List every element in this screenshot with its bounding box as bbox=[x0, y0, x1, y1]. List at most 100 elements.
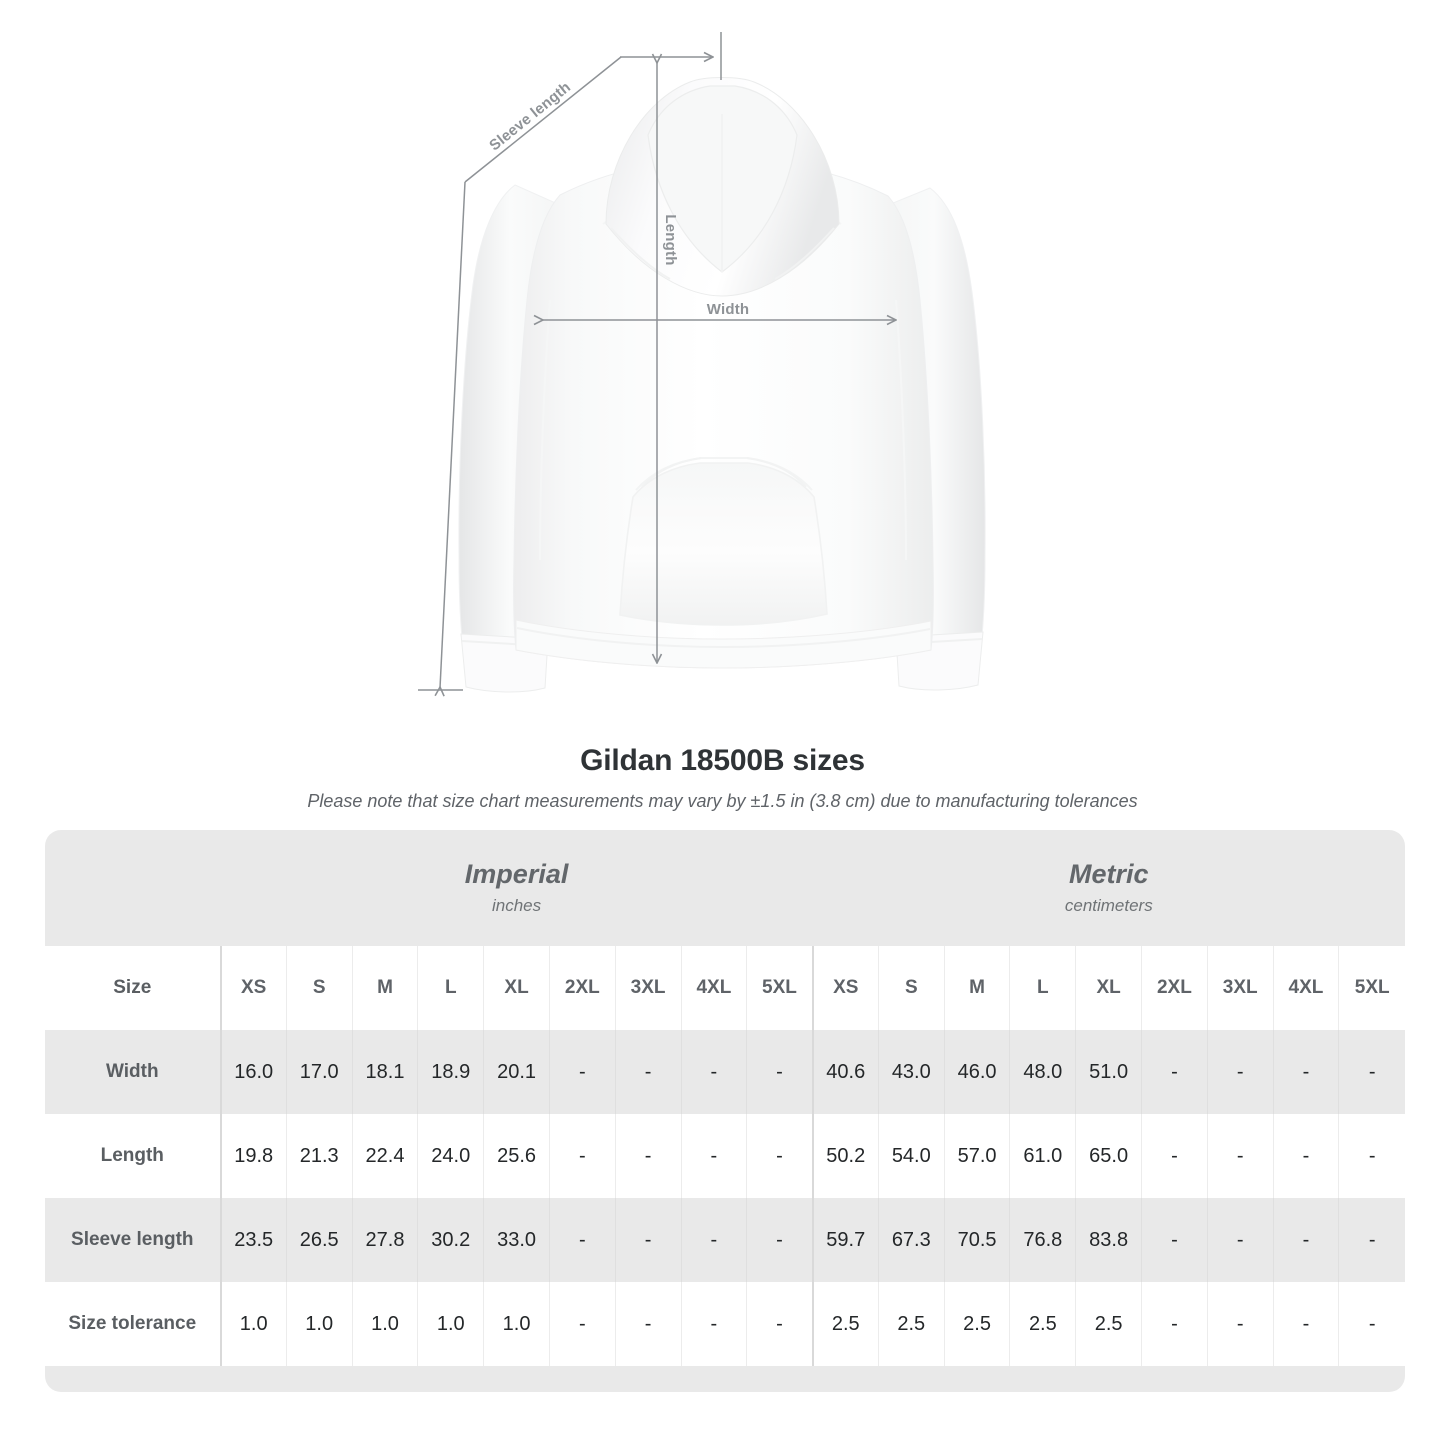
footer-band-right bbox=[220, 1366, 1405, 1392]
hoodie-graphic bbox=[458, 77, 986, 693]
unit-subtitle: centimeters bbox=[1064, 896, 1153, 915]
garment-illustration: Sleeve length Length Width bbox=[418, 32, 986, 730]
cell-sleeve-length-imperial-xl: 33.0 bbox=[483, 1198, 550, 1282]
cell-sleeve-length-imperial-l: 30.2 bbox=[417, 1198, 484, 1282]
size-header-metric-m: M bbox=[943, 946, 1010, 1030]
cell-width-imperial-xl: 20.1 bbox=[483, 1030, 550, 1114]
cell-width-metric-xl: 51.0 bbox=[1075, 1030, 1142, 1114]
table-row: Sleeve length 23.5 26.5 27.8 30.2 33.0- - - -59.… bbox=[45, 1198, 1405, 1282]
cell-sleeve-length-imperial-m: 27.8 bbox=[351, 1198, 418, 1282]
size-header-imperial-xs: XS bbox=[219, 946, 287, 1030]
size-header-metric-l: L bbox=[1009, 946, 1076, 1030]
cell-length-imperial-4xl: - bbox=[680, 1114, 747, 1198]
size-header-metric-2xl: 2XL bbox=[1141, 946, 1208, 1030]
size-header-metric-4xl: 4XL bbox=[1272, 946, 1339, 1030]
cell-sleeve-length-metric-l: 76.8 bbox=[1009, 1198, 1076, 1282]
cell-width-metric-m: 46.0 bbox=[943, 1030, 1010, 1114]
cell-sleeve-length-metric-5xl: - bbox=[1338, 1198, 1405, 1282]
cell-width-imperial-xs: 16.0 bbox=[219, 1030, 287, 1114]
cell-length-metric-2xl: - bbox=[1141, 1114, 1208, 1198]
cell-length-imperial-s: 21.3 bbox=[285, 1114, 353, 1198]
row-label-size-tolerance: Size tolerance bbox=[45, 1282, 221, 1366]
cell-width-metric-3xl: - bbox=[1206, 1030, 1274, 1114]
size-header-imperial-4xl: 4XL bbox=[680, 946, 747, 1030]
size-header-row: Size XS S M L XL 2XL 3XL 4XL 5XL XS S M L XL 2XL 3XL 4XL 5… bbox=[45, 946, 1405, 1030]
cell-size-tolerance-metric-m: 2.5 bbox=[943, 1282, 1010, 1366]
cell-size-tolerance-imperial-4xl: - bbox=[680, 1282, 747, 1366]
size-chart-table: Imperial inches Metric centimeters Size XS S M L… bbox=[45, 830, 1405, 1392]
unit-name: Metric bbox=[1069, 859, 1149, 889]
size-label-header: Size bbox=[45, 946, 221, 1030]
unit-band-imperial: Imperial inches bbox=[220, 830, 813, 946]
cell-sleeve-length-imperial-s: 26.5 bbox=[285, 1198, 353, 1282]
cell-size-tolerance-imperial-m: 1.0 bbox=[351, 1282, 418, 1366]
cell-sleeve-length-metric-xs: 59.7 bbox=[811, 1198, 879, 1282]
cell-sleeve-length-metric-m: 70.5 bbox=[943, 1198, 1010, 1282]
cell-width-imperial-s: 17.0 bbox=[285, 1030, 353, 1114]
cell-length-imperial-2xl: - bbox=[548, 1114, 616, 1198]
cell-length-imperial-l: 24.0 bbox=[417, 1114, 484, 1198]
cell-size-tolerance-imperial-xl: 1.0 bbox=[483, 1282, 550, 1366]
cell-size-tolerance-metric-3xl: - bbox=[1206, 1282, 1274, 1366]
chart-title-block: Gildan 18500B sizes Please note that siz… bbox=[0, 742, 1445, 814]
cell-width-imperial-l: 18.9 bbox=[417, 1030, 484, 1114]
cell-size-tolerance-metric-xs: 2.5 bbox=[811, 1282, 879, 1366]
cell-length-metric-5xl: - bbox=[1338, 1114, 1405, 1198]
length-label: Length bbox=[662, 214, 679, 265]
sleeve-length-label: Sleeve length bbox=[486, 79, 574, 155]
cell-width-imperial-m: 18.1 bbox=[351, 1030, 418, 1114]
size-header-imperial-2xl: 2XL bbox=[548, 946, 616, 1030]
cell-sleeve-length-metric-xl: 83.8 bbox=[1075, 1198, 1142, 1282]
cell-length-metric-4xl: - bbox=[1272, 1114, 1339, 1198]
cell-sleeve-length-metric-s: 67.3 bbox=[877, 1198, 945, 1282]
size-header-imperial-m: M bbox=[351, 946, 418, 1030]
size-header-imperial-3xl: 3XL bbox=[614, 946, 681, 1030]
cell-sleeve-length-metric-2xl: - bbox=[1141, 1198, 1208, 1282]
size-header-imperial-xl: XL bbox=[483, 946, 550, 1030]
cell-length-imperial-xs: 19.8 bbox=[219, 1114, 287, 1198]
cell-size-tolerance-imperial-5xl: - bbox=[746, 1282, 813, 1366]
cell-width-metric-4xl: - bbox=[1272, 1030, 1339, 1114]
size-header-imperial-l: L bbox=[417, 946, 484, 1030]
cell-sleeve-length-imperial-3xl: - bbox=[614, 1198, 681, 1282]
size-header-metric-3xl: 3XL bbox=[1206, 946, 1274, 1030]
cell-size-tolerance-imperial-xs: 1.0 bbox=[219, 1282, 287, 1366]
cell-size-tolerance-imperial-s: 1.0 bbox=[285, 1282, 353, 1366]
page-title: Gildan 18500B sizes bbox=[580, 744, 865, 777]
cell-size-tolerance-metric-l: 2.5 bbox=[1009, 1282, 1076, 1366]
cell-sleeve-length-imperial-xs: 23.5 bbox=[219, 1198, 287, 1282]
cell-length-metric-xl: 65.0 bbox=[1075, 1114, 1142, 1198]
row-label-width: Width bbox=[45, 1030, 221, 1114]
cell-size-tolerance-imperial-3xl: - bbox=[614, 1282, 681, 1366]
cell-length-imperial-5xl: - bbox=[746, 1114, 813, 1198]
sleeve-length-line-diagonal bbox=[464, 56, 622, 183]
cell-width-imperial-3xl: - bbox=[614, 1030, 681, 1114]
table-row: Size tolerance 1.0 1.0 1.0 1.0 1.0- - - -2.5 2.5 2… bbox=[45, 1282, 1405, 1366]
cell-width-metric-2xl: - bbox=[1141, 1030, 1208, 1114]
cell-size-tolerance-imperial-l: 1.0 bbox=[417, 1282, 484, 1366]
cell-length-metric-s: 54.0 bbox=[877, 1114, 945, 1198]
cell-size-tolerance-metric-4xl: - bbox=[1272, 1282, 1339, 1366]
width-label: Width bbox=[707, 301, 750, 318]
cell-length-metric-3xl: - bbox=[1206, 1114, 1274, 1198]
table-row: Length 19.8 21.3 22.4 24.0 25.6- - - -50.2 54.0 57… bbox=[45, 1114, 1405, 1198]
cell-width-metric-5xl: - bbox=[1338, 1030, 1405, 1114]
cell-size-tolerance-metric-2xl: - bbox=[1141, 1282, 1208, 1366]
size-header-metric-xl: XL bbox=[1075, 946, 1142, 1030]
unit-name: Imperial bbox=[464, 859, 569, 889]
cell-length-imperial-m: 22.4 bbox=[351, 1114, 418, 1198]
cell-length-metric-m: 57.0 bbox=[943, 1114, 1010, 1198]
cell-size-tolerance-metric-s: 2.5 bbox=[877, 1282, 945, 1366]
unit-subtitle: inches bbox=[492, 896, 542, 915]
size-header-metric-xs: XS bbox=[811, 946, 879, 1030]
size-chart-table-wrap: Imperial inches Metric centimeters Size XS S M L… bbox=[45, 830, 1405, 1392]
cell-sleeve-length-imperial-2xl: - bbox=[548, 1198, 616, 1282]
cell-length-imperial-3xl: - bbox=[614, 1114, 681, 1198]
table-row: Width 16.0 17.0 18.1 18.9 20.1- - - -40.6 43.0 46.… bbox=[45, 1030, 1405, 1114]
cell-size-tolerance-imperial-2xl: - bbox=[548, 1282, 616, 1366]
row-label-length: Length bbox=[45, 1114, 221, 1198]
cell-width-imperial-2xl: - bbox=[548, 1030, 616, 1114]
cell-length-imperial-xl: 25.6 bbox=[483, 1114, 550, 1198]
cell-size-tolerance-metric-5xl: - bbox=[1338, 1282, 1405, 1366]
size-header-metric-5xl: 5XL bbox=[1338, 946, 1405, 1030]
